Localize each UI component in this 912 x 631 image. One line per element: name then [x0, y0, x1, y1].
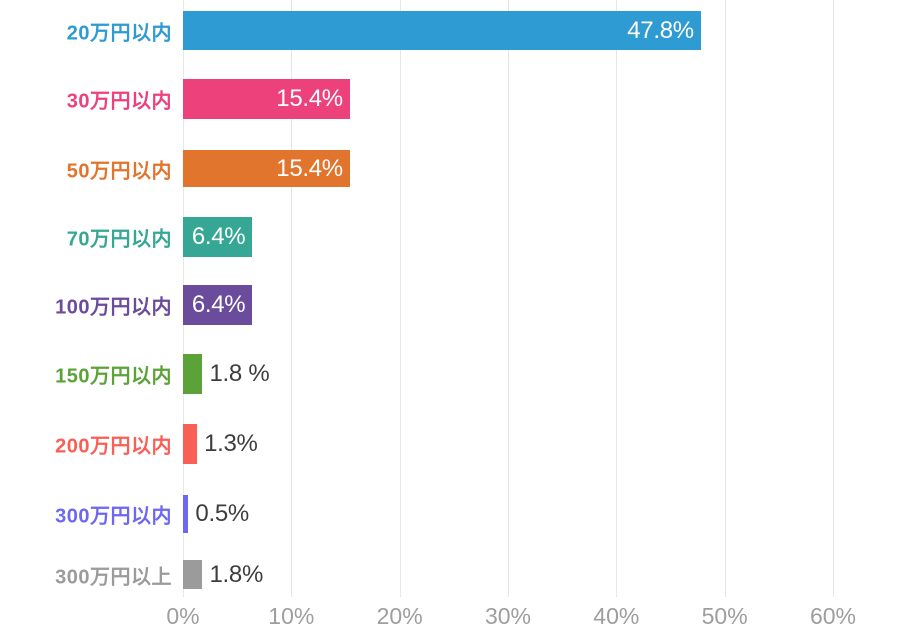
bar: 6.4% [183, 217, 253, 257]
value-label: 15.4% [276, 85, 343, 112]
category-label: 300万円以上 [55, 566, 172, 588]
category-label: 200万円以内 [55, 435, 172, 458]
bar [183, 354, 203, 394]
value-label: 1.8% [209, 560, 263, 588]
bar [183, 424, 198, 464]
bar: 15.4% [183, 150, 350, 187]
value-label: 1.8 % [209, 360, 270, 387]
category-label: 300万円以内 [55, 505, 172, 528]
category-label: 100万円以内 [55, 296, 172, 319]
gridline [291, 0, 293, 597]
bar-row: 70万円以内 6.4% [0, 217, 912, 257]
category-label: 30万円以内 [66, 90, 172, 113]
x-axis-tick-label: 50% [701, 603, 748, 629]
bar: 47.8% [183, 11, 701, 50]
bar [183, 560, 203, 589]
x-axis-tick-label: 40% [593, 603, 640, 629]
bar-row: 20万円以内 47.8% [0, 11, 912, 50]
bar-row: 50万円以内 15.4% [0, 150, 912, 187]
x-axis-tick-label: 10% [268, 603, 315, 629]
bar: 15.4% [183, 79, 350, 119]
x-axis-tick-label: 20% [376, 603, 423, 629]
category-label: 70万円以内 [66, 228, 172, 251]
value-label: 6.4% [191, 223, 246, 250]
gridline [616, 0, 618, 597]
x-axis-tick-label: 30% [484, 603, 532, 629]
bar-row: 200万円以内 1.3% [0, 424, 912, 464]
bar-row: 150万円以内 1.8 % [0, 354, 912, 394]
gridline [507, 0, 509, 597]
x-axis-tick-label: 0% [166, 603, 200, 629]
x-axis-tick-label: 60% [809, 603, 856, 629]
value-label: 47.8% [627, 16, 694, 44]
category-label: 150万円以内 [55, 365, 172, 388]
gridline [724, 0, 726, 597]
value-label: 0.5% [195, 500, 249, 527]
bar-row: 30万円以内 15.4% [0, 79, 912, 119]
bar-row: 300万円以上 1.8% [0, 560, 912, 589]
bar-row: 300万円以内 0.5% [0, 495, 912, 533]
bar-row: 100万円以内 6.4% [0, 285, 912, 325]
bar [183, 495, 189, 533]
gridline [832, 0, 834, 597]
gridline [399, 0, 401, 597]
category-label: 50万円以内 [66, 160, 172, 182]
bar: 6.4% [183, 285, 253, 325]
value-label: 6.4% [191, 291, 246, 318]
value-label: 1.3% [204, 430, 258, 457]
value-label: 15.4% [276, 154, 343, 182]
category-label: 20万円以内 [66, 22, 172, 44]
